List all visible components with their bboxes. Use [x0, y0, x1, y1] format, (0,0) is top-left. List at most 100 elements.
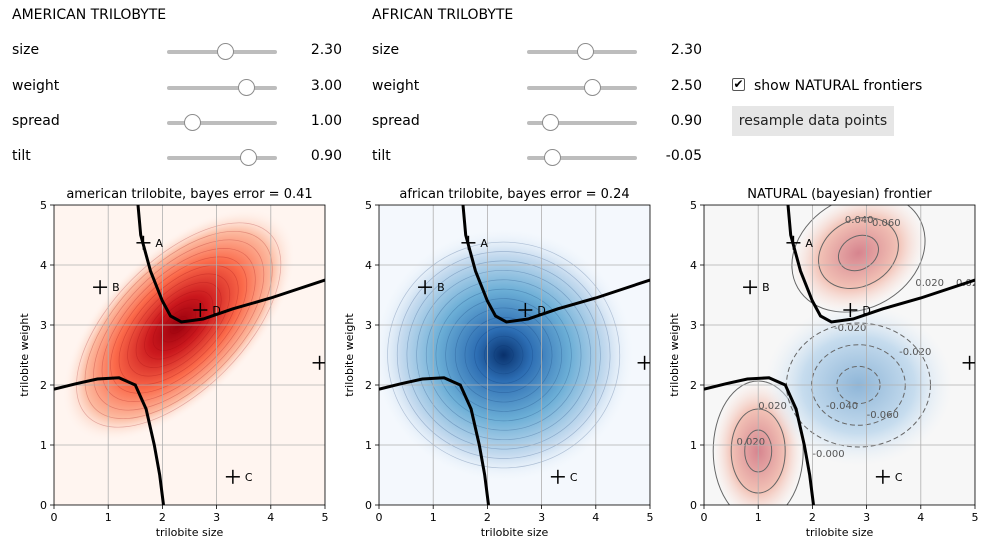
point-label: D — [537, 304, 545, 317]
african-spread-slider-handle[interactable] — [542, 114, 560, 131]
african-size-label: size — [372, 42, 400, 58]
y-tick-label: 5 — [365, 199, 372, 212]
point-label: D — [862, 304, 870, 317]
american-title: AMERICAN TRILOBYTE — [12, 7, 167, 23]
data-point-E: E — [637, 355, 650, 370]
show-frontiers-checkbox[interactable]: ✔ — [732, 77, 745, 91]
density-contour — [425, 279, 582, 431]
data-point-C: C — [550, 469, 578, 484]
resample-button[interactable]: resample data points — [732, 106, 894, 136]
x-tick-label: 0 — [701, 511, 708, 524]
density-contour — [387, 241, 621, 469]
american-tilt-slider-handle[interactable] — [240, 149, 258, 166]
x-tick-label: 3 — [213, 511, 220, 524]
x-axis-label: trilobite size — [481, 526, 549, 539]
y-tick-label: 1 — [40, 439, 47, 452]
density-contour — [93, 239, 265, 411]
african-size-value: 2.30 — [670, 42, 702, 58]
y-tick-label: 4 — [365, 259, 372, 272]
plots-canvas: A B C D E 0 1 2 3 4 5 0 1 2 3 4 5 american trilobite, bay… — [18, 187, 979, 539]
density-contour — [474, 326, 534, 384]
african-weight-slider[interactable] — [527, 79, 637, 96]
american-size-slider-handle[interactable] — [217, 43, 235, 60]
y-tick-label: 5 — [40, 199, 47, 212]
point-label: A — [155, 237, 163, 250]
x-tick-label: 3 — [863, 511, 870, 524]
african-tilt-slider-handle[interactable] — [544, 149, 562, 166]
african-weight-slider-handle[interactable] — [583, 79, 601, 96]
show-frontiers-label: show NATURAL frontiers — [754, 78, 923, 94]
density-contour — [454, 307, 553, 403]
x-tick-label: 5 — [647, 511, 654, 524]
plot-panel-1: A B C D E 0 1 2 3 4 5 0 1 2 3 4 5 american trilobite, bay… — [18, 187, 329, 539]
contour-label: 0.020 — [737, 437, 766, 448]
african-spread-value: 0.90 — [670, 113, 702, 129]
density-fill — [379, 225, 637, 485]
american-size-slider[interactable] — [167, 43, 277, 60]
plot-frame — [703, 204, 976, 506]
american-spread-slider[interactable] — [167, 114, 277, 131]
y-axis-label: trilobite weight — [668, 313, 681, 397]
y-tick-label: 4 — [40, 259, 47, 272]
american-weight-slider-handle[interactable] — [238, 79, 256, 96]
african-tilt-slider[interactable] — [527, 149, 637, 166]
y-tick-label: 3 — [365, 319, 372, 332]
point-label: B — [112, 281, 120, 294]
x-tick-label: 0 — [51, 511, 58, 524]
american-tilt-slider[interactable] — [167, 149, 277, 166]
point-label: D — [212, 304, 220, 317]
density-contour — [76, 222, 282, 428]
plot-frame — [53, 204, 326, 506]
density-contour — [464, 317, 543, 393]
y-tick-label: 1 — [365, 439, 372, 452]
x-tick-label: 5 — [322, 511, 329, 524]
density-contour — [127, 273, 231, 377]
x-tick-label: 1 — [755, 511, 762, 524]
x-tick-label: 1 — [105, 511, 112, 524]
contour-label: -0.040 — [826, 401, 858, 412]
american-spread-slider-handle[interactable] — [184, 114, 202, 131]
contour-label: 0.020 — [758, 401, 787, 412]
y-tick-label: 4 — [690, 259, 697, 272]
american-tilt-label: tilt — [12, 148, 31, 164]
x-tick-label: 4 — [917, 511, 924, 524]
plot-title: american trilobite, bayes error = 0.41 — [66, 187, 312, 202]
contour-label: -0.020 — [899, 347, 931, 358]
data-point-A: A — [136, 235, 163, 250]
data-point-A: A — [461, 235, 488, 250]
density-contour — [435, 288, 572, 422]
density-contour — [152, 299, 205, 351]
american-weight-slider[interactable] — [167, 79, 277, 96]
frontier-line — [54, 376, 165, 505]
x-tick-label: 2 — [159, 511, 166, 524]
point-label: B — [762, 281, 770, 294]
y-tick-label: 2 — [40, 379, 47, 392]
density-contour — [483, 335, 524, 375]
y-tick-label: 2 — [690, 379, 697, 392]
african-weight-label: weight — [372, 78, 420, 94]
african-size-slider-handle[interactable] — [577, 43, 595, 60]
african-size-slider[interactable] — [527, 43, 637, 60]
y-tick-label: 1 — [690, 439, 697, 452]
data-point-B: B — [743, 280, 770, 295]
african-title: AFRICAN TRILOBYTE — [372, 7, 514, 23]
density-contour — [445, 298, 563, 412]
data-point-C: C — [225, 469, 253, 484]
american-size-label: size — [12, 42, 40, 58]
plot-title: NATURAL (bayesian) frontier — [747, 187, 932, 202]
point-label: C — [245, 471, 253, 484]
y-tick-label: 3 — [40, 319, 47, 332]
data-point-E: E — [962, 355, 975, 370]
point-label: C — [895, 471, 903, 484]
frontier-line — [379, 376, 490, 505]
x-tick-label: 4 — [592, 511, 599, 524]
x-axis-label: trilobite size — [156, 526, 224, 539]
data-point-E: E — [312, 355, 325, 370]
density-contour — [144, 290, 214, 360]
african-spread-slider[interactable] — [527, 114, 637, 131]
y-tick-label: 0 — [690, 499, 697, 512]
plot-panel-2: A B C D E 0 1 2 3 4 5 0 1 2 3 4 5 african trilobite, baye… — [343, 187, 654, 539]
frontier-line — [786, 205, 975, 324]
density-contour — [396, 251, 611, 459]
